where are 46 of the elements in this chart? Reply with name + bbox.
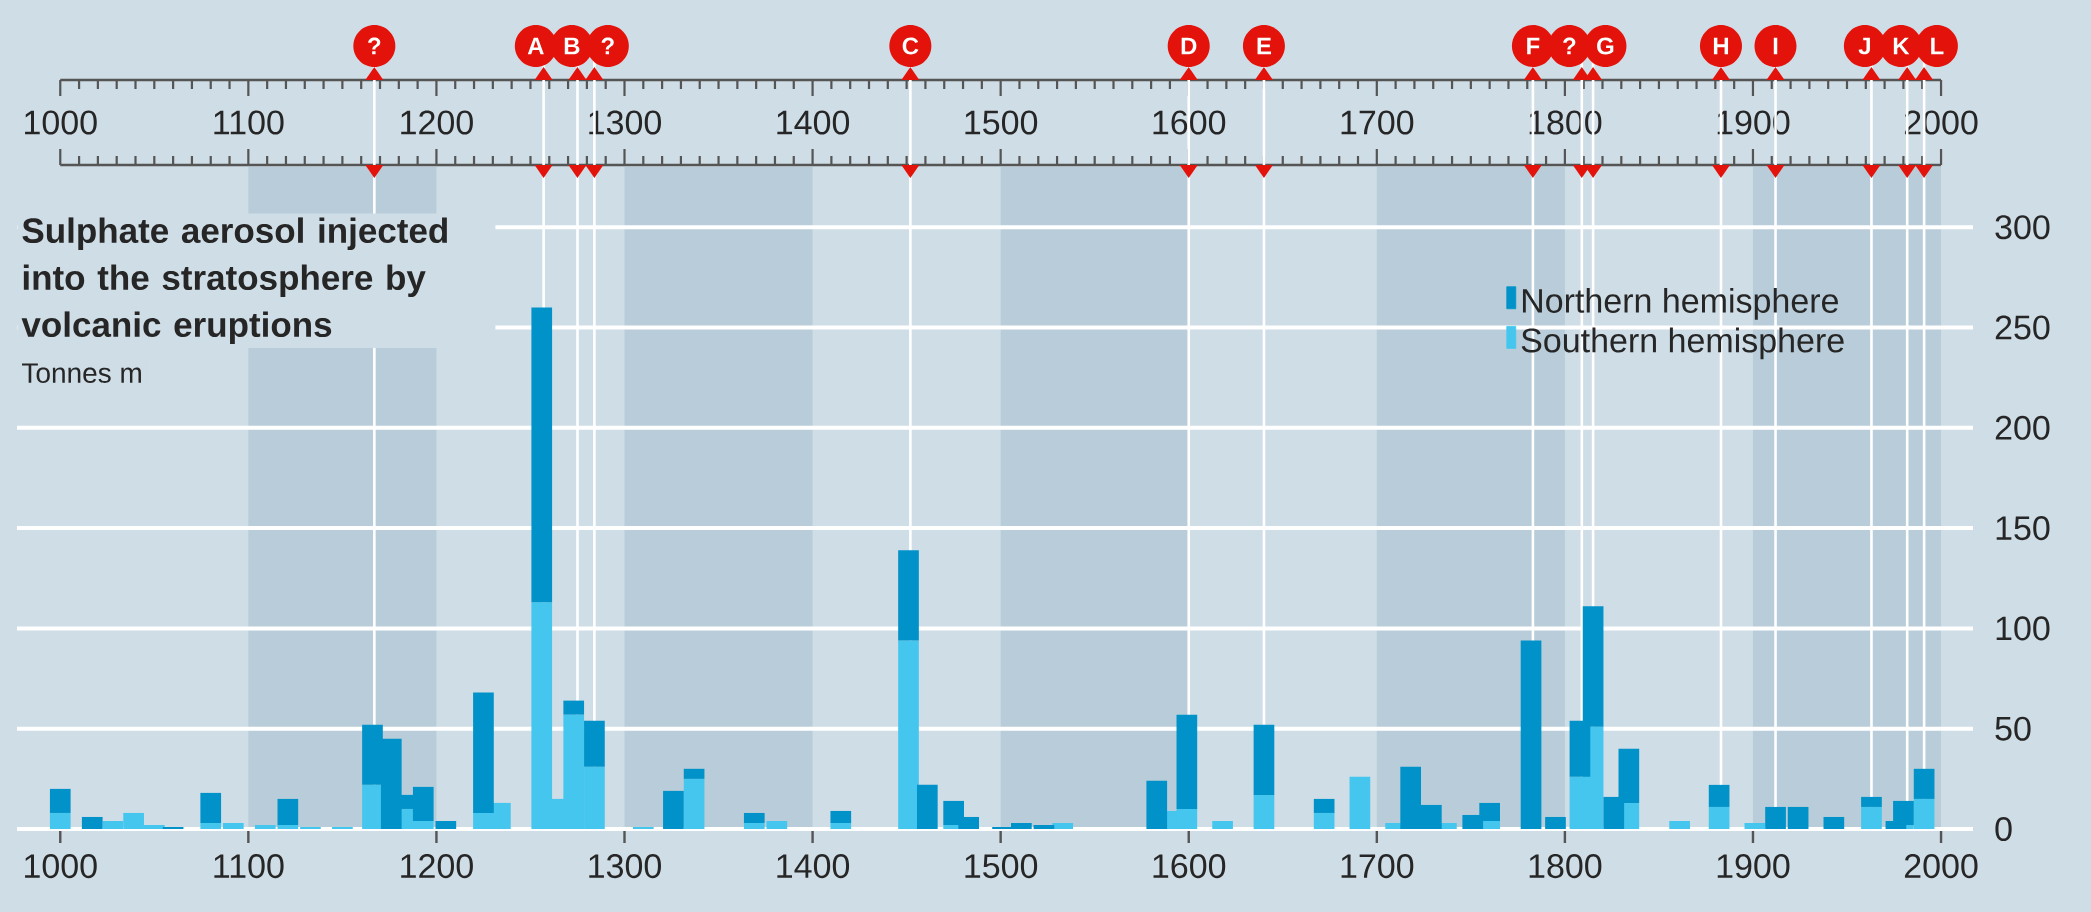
x-tick-label: 1500 — [965, 854, 1038, 879]
x-tick-label: 1700 — [1341, 854, 1414, 879]
y-tick-label: 100 — [1996, 616, 2050, 641]
x-tick-label: 1300 — [589, 854, 661, 879]
ref-line-label: ? — [601, 37, 614, 55]
legend-label: Southern hemisphere — [1521, 327, 1844, 360]
y-tick-label: 150 — [1996, 516, 2050, 541]
text: Sulphate aerosol injected into the stratosphere by volcanic eruptions — [21, 217, 447, 345]
ref-line-label: L — [1931, 37, 1944, 55]
ref-line-label: E — [1257, 37, 1272, 55]
x-tick-label: 1900 — [1717, 854, 1790, 879]
ref-line-label: I — [1773, 37, 1778, 55]
x-tick-label: 1200 — [401, 854, 473, 879]
y-tick-label: 50 — [1995, 716, 2031, 741]
x2-tick-label: 1400 — [777, 110, 850, 135]
ref-line-label: K — [1893, 37, 1910, 55]
ref-line-label: F — [1527, 37, 1540, 55]
x-tick-label: 1000 — [25, 854, 97, 879]
x-tick-label: 1800 — [1529, 854, 1602, 879]
y-tick-label: 0 — [1995, 816, 2012, 842]
legend-label: Northern hemisphere — [1522, 287, 1838, 320]
ref-line-label: H — [1713, 37, 1729, 55]
x2-tick-label: 1100 — [214, 110, 284, 135]
x2-tick-label: 1500 — [965, 110, 1038, 135]
ref-line-label: A — [527, 37, 544, 55]
ref-line-label: ? — [368, 37, 381, 55]
x-tick-label: 1600 — [1153, 854, 1226, 879]
y-tick-label: 200 — [1995, 415, 2050, 440]
y-tick-label: 250 — [1995, 315, 2050, 340]
x2-tick-label: 1700 — [1341, 110, 1414, 135]
x2-tick-label: 1900 — [1717, 110, 1790, 135]
y-tick-label: 300 — [1995, 215, 2050, 240]
text: Tonnes m — [22, 363, 141, 383]
ref-line-label: C — [902, 37, 919, 55]
ref-line-label: ? — [1563, 37, 1576, 55]
ref-line-label: B — [564, 37, 580, 55]
x2-tick-label: 1600 — [1153, 110, 1226, 135]
x-tick-label: 1400 — [777, 854, 850, 879]
x2-tick-label: 1200 — [401, 110, 473, 135]
ref-line-label: G — [1597, 37, 1614, 55]
x2-tick-label: 1000 — [25, 110, 97, 135]
x-tick-label: 1100 — [214, 854, 284, 879]
ref-line-label: J — [1858, 37, 1870, 55]
x-tick-label: 2000 — [1904, 854, 1978, 879]
x2-tick-label: 1300 — [589, 110, 661, 135]
ref-line-label: D — [1181, 37, 1197, 55]
